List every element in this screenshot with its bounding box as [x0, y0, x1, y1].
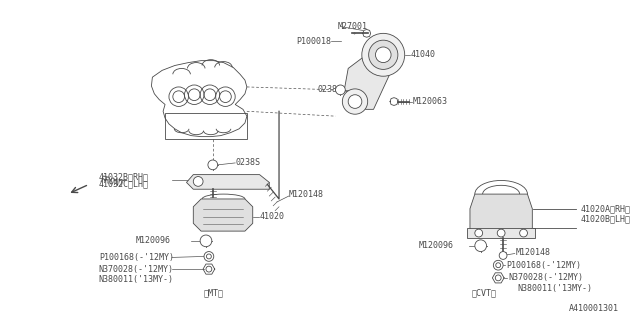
Polygon shape: [470, 194, 532, 233]
Circle shape: [475, 240, 486, 252]
Text: FRONT: FRONT: [99, 175, 125, 189]
Circle shape: [493, 260, 503, 270]
Text: 41020: 41020: [260, 212, 285, 221]
Text: P100018: P100018: [296, 37, 332, 46]
Circle shape: [369, 40, 398, 69]
Circle shape: [376, 47, 391, 63]
Text: N370028(-'12MY): N370028(-'12MY): [508, 273, 583, 282]
Text: 〈MT〉: 〈MT〉: [204, 288, 224, 297]
Circle shape: [520, 229, 527, 237]
Polygon shape: [193, 199, 253, 231]
Text: 41020B〈LH〉: 41020B〈LH〉: [581, 214, 631, 223]
Text: 41032C〈LH〉: 41032C〈LH〉: [99, 180, 149, 189]
Text: 0238S: 0238S: [318, 85, 343, 94]
Circle shape: [342, 89, 367, 114]
Polygon shape: [467, 228, 535, 238]
Circle shape: [200, 235, 212, 247]
Text: M27001: M27001: [337, 22, 367, 31]
Text: N380011('13MY-): N380011('13MY-): [99, 275, 174, 284]
Circle shape: [204, 252, 214, 261]
Polygon shape: [186, 175, 269, 189]
Circle shape: [208, 160, 218, 170]
Text: N370028(-'12MY): N370028(-'12MY): [99, 265, 174, 274]
Text: 0238S: 0238S: [235, 158, 260, 167]
Text: 〈CVT〉: 〈CVT〉: [471, 288, 496, 297]
Text: 41040: 41040: [410, 50, 436, 59]
Text: 41020A〈RH〉: 41020A〈RH〉: [581, 204, 631, 213]
Circle shape: [362, 33, 404, 76]
Text: M120063: M120063: [413, 97, 447, 106]
Text: 41032B〈RH〉: 41032B〈RH〉: [99, 172, 149, 181]
Text: M120148: M120148: [516, 248, 551, 257]
Text: A410001301: A410001301: [569, 304, 619, 313]
Text: M120096: M120096: [419, 241, 453, 250]
Circle shape: [497, 229, 505, 237]
Circle shape: [348, 95, 362, 108]
Polygon shape: [344, 51, 397, 109]
Text: N380011('13MY-): N380011('13MY-): [518, 284, 593, 293]
Text: M120096: M120096: [136, 236, 171, 245]
Text: M120148: M120148: [289, 189, 324, 199]
Circle shape: [335, 85, 345, 95]
Circle shape: [475, 229, 483, 237]
Circle shape: [193, 177, 203, 186]
Text: P100168(-'12MY): P100168(-'12MY): [506, 261, 581, 270]
Text: P100168(-'12MY): P100168(-'12MY): [99, 253, 174, 262]
Circle shape: [499, 252, 507, 260]
